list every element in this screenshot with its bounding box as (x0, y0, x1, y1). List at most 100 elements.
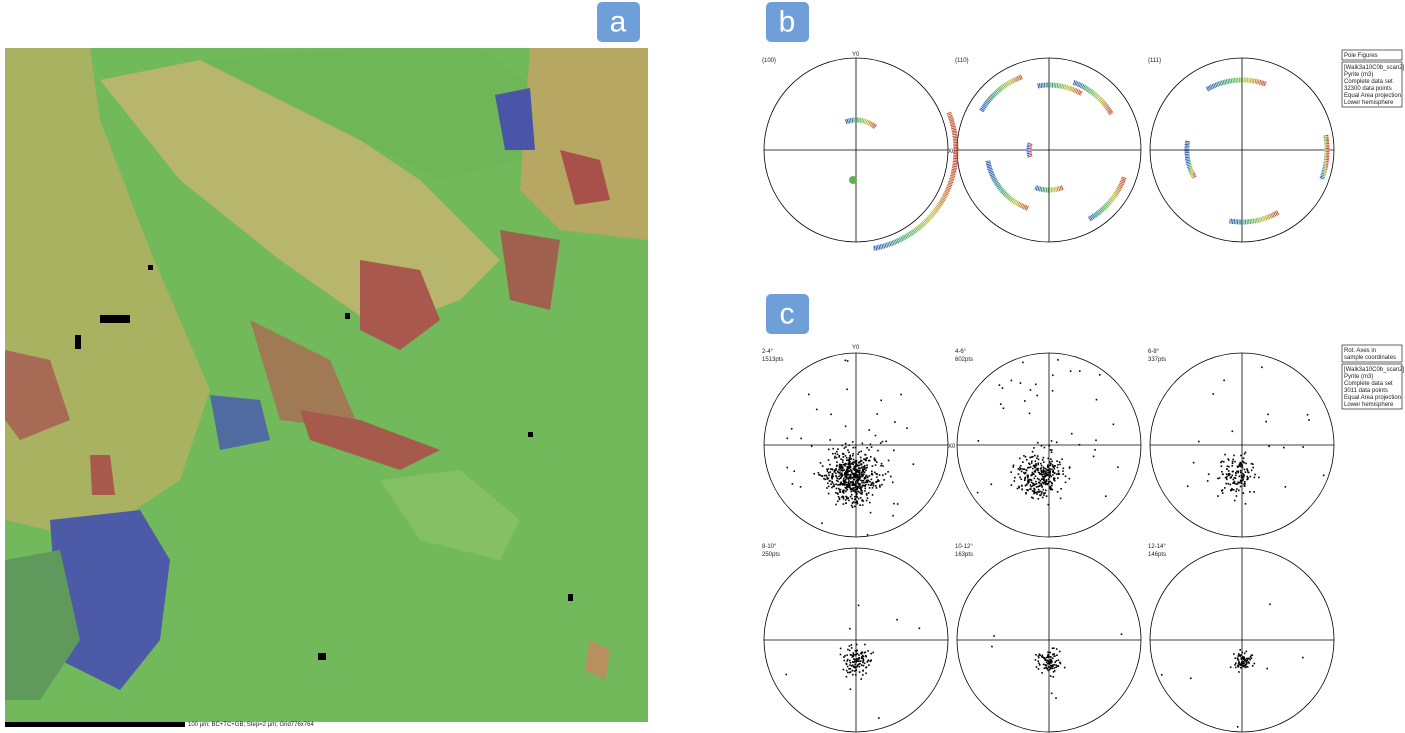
rotation-axis-point (856, 477, 858, 479)
rotation-axis-point (1034, 455, 1036, 457)
rotation-axis-point (1052, 676, 1054, 678)
rotation-axis-point (1002, 387, 1004, 389)
rotation-axis-point (882, 441, 884, 443)
rotation-axis-point (848, 497, 850, 499)
rotation-axis-point (1265, 421, 1267, 423)
rotation-axis-point (845, 487, 847, 489)
rotation-axis-point (846, 670, 848, 672)
rotation-axis-point (866, 447, 868, 449)
rotation-axis-point (1030, 484, 1032, 486)
rotation-axis-point (1227, 458, 1229, 460)
rotation-axis-point (1035, 471, 1037, 473)
rotation-axis-point (1222, 473, 1224, 475)
rotation-axis-point (1020, 465, 1022, 467)
rotation-axis-point (1063, 467, 1065, 469)
rotation-axis-point (1258, 477, 1260, 479)
rotation-axis-point (826, 469, 828, 471)
rotation-axis-point (880, 465, 882, 467)
rotation-axis-point (1242, 478, 1244, 480)
rotation-axis-point (1048, 445, 1050, 447)
figure-points: 602pts (955, 357, 973, 363)
rotation-axis-point (849, 664, 851, 666)
rotation-axis-point (1038, 489, 1040, 491)
rotation-axis-point (1011, 484, 1013, 486)
rotation-axis-point (1187, 485, 1189, 487)
rotation-axis-point (813, 473, 815, 475)
rotation-axis-point (859, 487, 861, 489)
rotation-axis-point (1052, 474, 1054, 476)
rotation-axis-point (893, 450, 895, 452)
rotation-axis-point (840, 458, 842, 460)
rotation-axis-point (1046, 495, 1048, 497)
rotation-axis-point (857, 653, 859, 655)
rotation-axis-point (885, 441, 887, 443)
rotation-axis-point (1031, 482, 1033, 484)
rotation-axis-point (849, 660, 851, 662)
rotation-axis-point (847, 471, 849, 473)
rotation-axis-point (837, 448, 839, 450)
rotation-axis-point (852, 652, 854, 654)
rotation-axis-point (1051, 483, 1053, 485)
rotation-axis-point (864, 663, 866, 665)
rotation-axis-point (1248, 472, 1250, 474)
rotation-axis-point (842, 491, 844, 493)
pole-arc (1322, 135, 1327, 179)
rotation-axis-point (835, 468, 837, 470)
rotation-axis-point (845, 502, 847, 504)
rotation-axis-point (1032, 497, 1034, 499)
rotation-axis-point (828, 486, 830, 488)
rotation-axis-point (861, 656, 863, 658)
rotation-axis-point (1039, 654, 1041, 656)
rotation-axis-point (1241, 477, 1243, 479)
rotation-axis-point (835, 484, 837, 486)
rotation-axis-point (1242, 666, 1244, 668)
rotation-axis-point (853, 459, 855, 461)
rotation-axis-point (851, 505, 853, 507)
rotation-axis-point (1058, 473, 1060, 475)
pole-cluster (849, 176, 857, 184)
rotation-axis-point (1232, 461, 1234, 463)
rotation-axis-point (873, 485, 875, 487)
rotation-axis-point (1254, 477, 1256, 479)
rotation-axis-point (860, 463, 862, 465)
rotation-axis-point (850, 488, 852, 490)
rotation-axis-point (839, 467, 841, 469)
rotation-axis-point (846, 457, 848, 459)
rotation-axis-point (866, 464, 868, 466)
legend-line: 3011 data points (1344, 388, 1388, 394)
rotation-axis-point (1052, 489, 1054, 491)
rotation-axis-point (862, 475, 864, 477)
rotation-axis-point (885, 473, 887, 475)
rotation-axis-point (834, 469, 836, 471)
rotation-axis-point (854, 506, 856, 508)
rotation-axis-point (1232, 430, 1234, 432)
rotation-axis-point (851, 647, 853, 649)
rotation-axis-point (1027, 474, 1029, 476)
rotation-axis-point (1037, 455, 1039, 457)
rotation-axis-point (853, 479, 855, 481)
rotation-axis-point (1050, 665, 1052, 667)
rotation-axis-point (1035, 475, 1037, 477)
rotation-axis-point (846, 482, 848, 484)
rotation-axis-point (1030, 486, 1032, 488)
rotation-axis-point (1208, 473, 1210, 475)
rotation-axis-point (845, 455, 847, 457)
rotation-axis-point (1033, 473, 1035, 475)
rotation-axis-point (1237, 471, 1239, 473)
rotation-axis-point (872, 465, 874, 467)
rotation-axis-point (978, 440, 980, 442)
rotation-axis-point (828, 474, 830, 476)
rotation-axis-point (1237, 466, 1239, 468)
rotation-axis-point (847, 360, 849, 362)
rotation-axis-point (852, 481, 854, 483)
rotation-axis-point (1044, 492, 1046, 494)
rotation-axis-point (866, 493, 868, 495)
rotation-axis-point (851, 498, 853, 500)
rotation-axis-point (1041, 672, 1043, 674)
rotation-axis-point (1038, 459, 1040, 461)
rotation-axis-point (883, 479, 885, 481)
scale-bar-text: 100 µm; BC+TC+GB; Step=2 µm; Grid776x764 (188, 722, 314, 728)
rotation-axis-point (1238, 490, 1240, 492)
rotation-axis-point (868, 429, 870, 431)
rotation-axis-point (844, 463, 846, 465)
